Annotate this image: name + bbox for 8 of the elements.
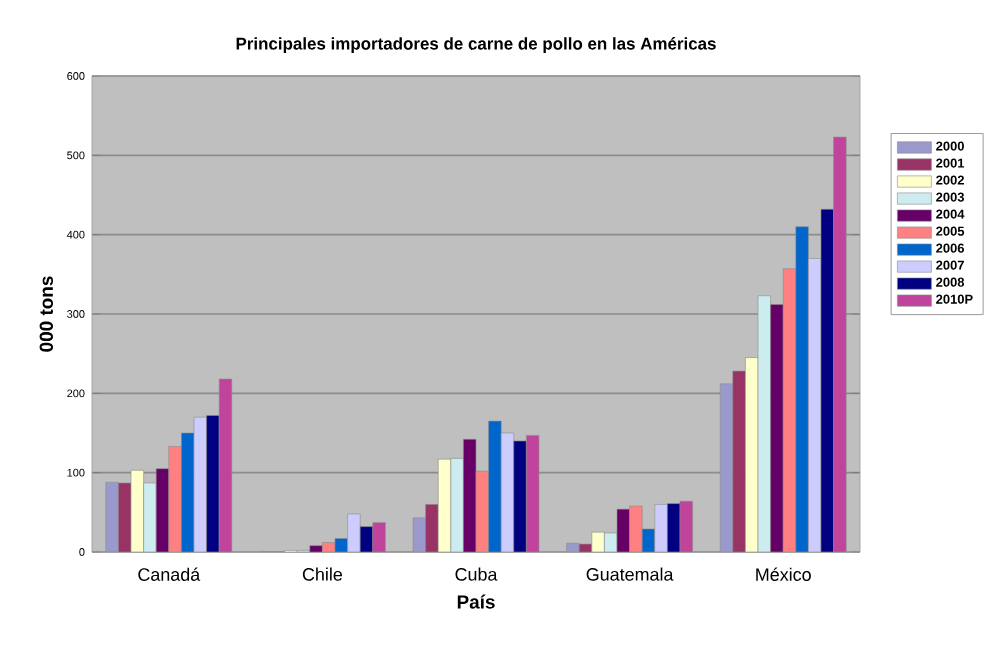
x-tick-label: Guatemala [586,567,674,581]
y-axis-title: 000 tons [39,276,53,352]
x-tick-label: Canadá [138,567,201,581]
x-tick-label: Chile [302,567,343,581]
x-tick-label: México [756,567,811,581]
x-axis-title: País [457,594,495,609]
x-tick-label: Cuba [455,567,498,581]
chart-title: Principales importadores de carne de pollo en las Américas [236,37,716,53]
